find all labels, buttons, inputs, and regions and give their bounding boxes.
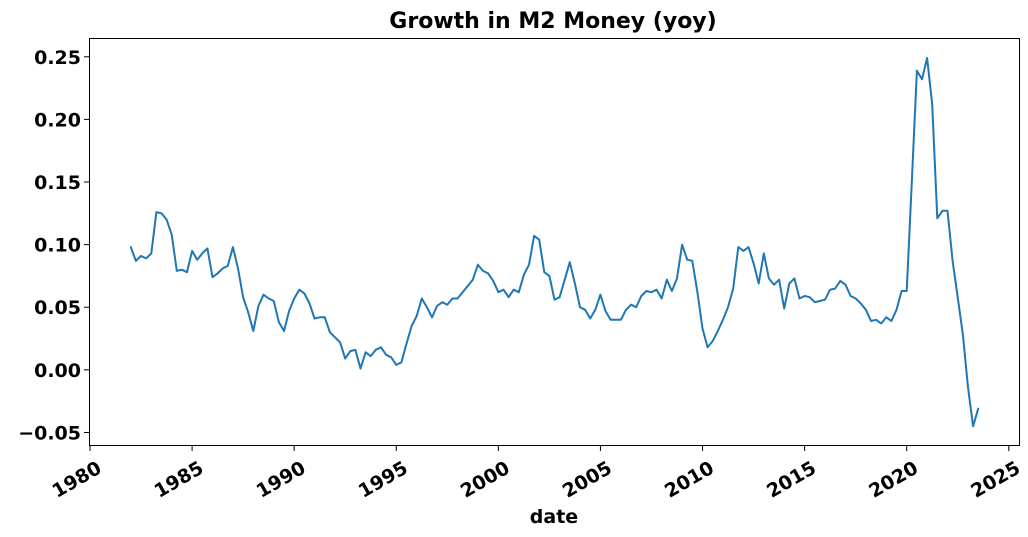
- plot-area: [129, 57, 980, 428]
- plot-frame: [89, 38, 1020, 446]
- x-tick-label: 2005: [559, 457, 616, 502]
- x-tick-label: 1985: [151, 457, 208, 502]
- x-tick-label: 2020: [865, 457, 922, 502]
- y-tick-label: −0.05: [18, 422, 81, 444]
- x-tick-label: 2010: [661, 457, 718, 502]
- x-tick-label: 1995: [355, 457, 412, 502]
- series-line-0: [129, 57, 980, 428]
- chart-title: Growth in M2 Money (yoy): [389, 9, 716, 34]
- y-tick-label: 0.00: [34, 360, 81, 382]
- y-tick-label: 0.10: [34, 235, 81, 257]
- y-axis: 0.25 0.20 0.15 0.10 0.05 0.00 −0.05: [18, 47, 90, 444]
- x-tick-label: 2015: [763, 457, 820, 502]
- x-tick-label: 2025: [967, 457, 1024, 502]
- x-axis-label: date: [530, 506, 578, 528]
- y-tick-label: 0.15: [34, 172, 81, 194]
- y-tick-label: 0.05: [34, 297, 81, 319]
- x-tick-label: 1980: [48, 457, 105, 502]
- x-tick-label: 2000: [457, 457, 514, 502]
- x-tick-label: 1990: [253, 457, 310, 502]
- y-tick-label: 0.20: [34, 109, 81, 131]
- x-axis: 1980 1985 1990 1995 2000 2005 2010 2015 2020 2025: [48, 445, 1024, 503]
- y-tick-label: 0.25: [34, 47, 81, 69]
